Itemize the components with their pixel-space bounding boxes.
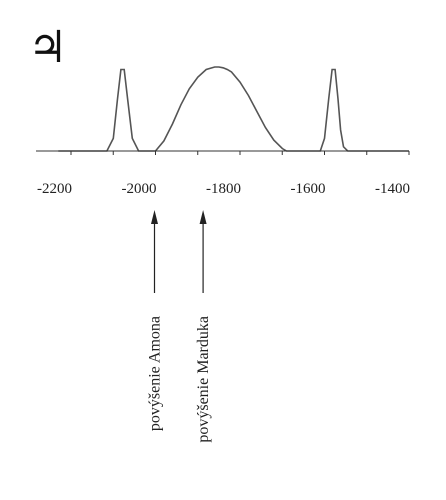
- annotation-arrow-head-icon: [199, 210, 207, 224]
- x-axis-ticks: [70, 151, 410, 155]
- annotation-label: povýšenie Amona: [147, 316, 164, 431]
- x-tick-label: -1800: [206, 181, 241, 197]
- annotation-label: povýšenie Marduka: [195, 316, 212, 443]
- x-tick-label: -2000: [122, 181, 157, 197]
- jupiter-symbol-icon: ♃: [28, 22, 67, 73]
- x-tick-label: -2200: [37, 181, 72, 197]
- x-tick-label: -1600: [291, 181, 326, 197]
- x-tick-label: -1400: [375, 181, 410, 197]
- annotation-arrow-head-icon: [151, 210, 158, 224]
- series-line: [58, 66, 409, 152]
- annotations: povýšenie Amona povýšenie Marduka: [147, 210, 212, 443]
- x-axis-tick-labels: -2200 -2000 -1800 -1600 -1400: [37, 181, 410, 197]
